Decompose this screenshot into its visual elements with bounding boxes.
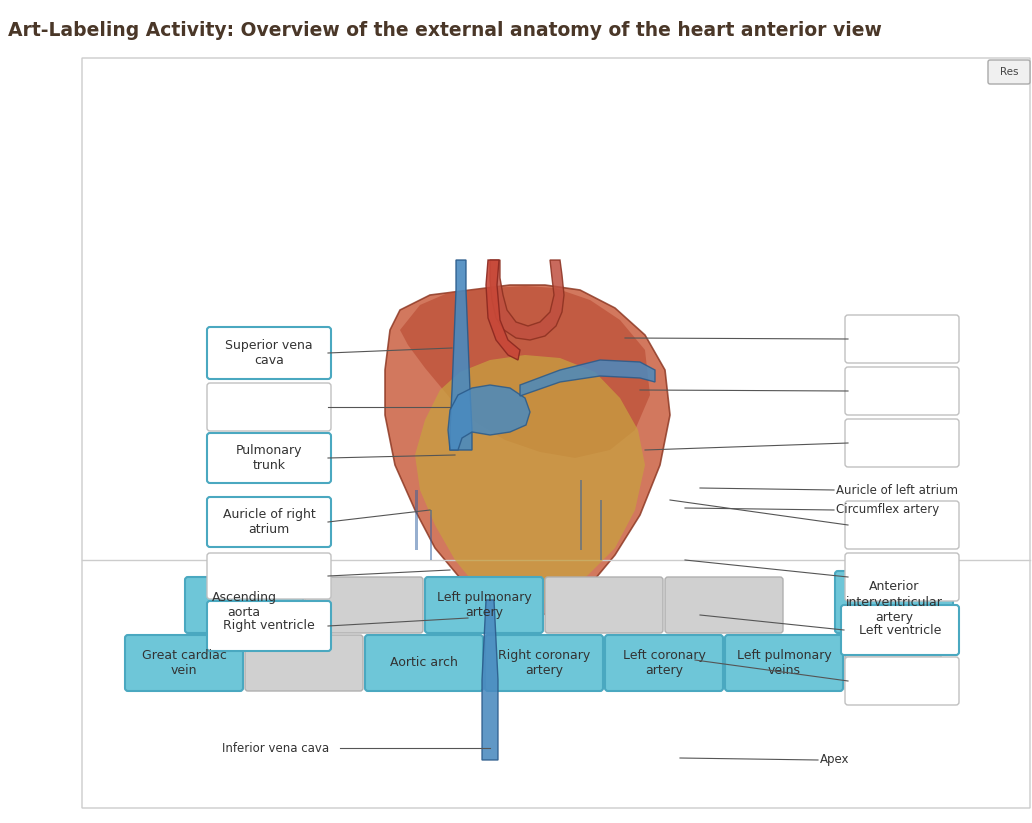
FancyBboxPatch shape [207,383,331,431]
Text: Anterior
interventricular
artery: Anterior interventricular artery [845,580,942,624]
Polygon shape [448,385,530,450]
FancyBboxPatch shape [125,635,243,691]
Text: Left coronary
artery: Left coronary artery [622,649,706,677]
FancyBboxPatch shape [207,553,331,599]
Polygon shape [486,260,520,360]
Polygon shape [430,510,432,560]
Text: Left ventricle: Left ventricle [859,624,941,636]
Text: Left pulmonary
artery: Left pulmonary artery [437,591,531,619]
FancyBboxPatch shape [207,497,331,547]
Polygon shape [490,260,565,340]
FancyBboxPatch shape [988,60,1030,84]
FancyBboxPatch shape [245,635,363,691]
Polygon shape [580,480,582,550]
FancyBboxPatch shape [207,433,331,483]
FancyBboxPatch shape [305,577,423,633]
FancyBboxPatch shape [725,635,843,691]
FancyBboxPatch shape [845,419,959,467]
FancyBboxPatch shape [841,605,959,655]
FancyBboxPatch shape [845,553,959,601]
Text: Right ventricle: Right ventricle [223,620,315,633]
Text: Circumflex artery: Circumflex artery [836,504,939,517]
Text: Auricle of left atrium: Auricle of left atrium [836,483,958,496]
Polygon shape [600,500,602,560]
FancyBboxPatch shape [845,367,959,415]
Text: Auricle of right
atrium: Auricle of right atrium [223,508,316,536]
FancyBboxPatch shape [665,577,783,633]
FancyBboxPatch shape [485,635,603,691]
Text: Right coronary
artery: Right coronary artery [497,649,590,677]
FancyBboxPatch shape [835,571,953,633]
Text: Inferior vena cava: Inferior vena cava [222,742,329,755]
FancyBboxPatch shape [365,635,483,691]
FancyBboxPatch shape [845,635,941,691]
FancyBboxPatch shape [845,501,959,549]
Polygon shape [385,285,670,618]
Polygon shape [415,355,645,610]
Text: Superior vena
cava: Superior vena cava [225,339,313,367]
FancyBboxPatch shape [185,577,303,633]
FancyBboxPatch shape [845,315,959,363]
Polygon shape [482,600,498,760]
FancyBboxPatch shape [845,657,959,705]
Text: Aortic arch: Aortic arch [390,657,458,669]
Text: Pulmonary
trunk: Pulmonary trunk [235,444,302,472]
Text: Art-Labeling Activity: Overview of the external anatomy of the heart anterior vi: Art-Labeling Activity: Overview of the e… [8,21,882,40]
Text: Great cardiac
vein: Great cardiac vein [141,649,226,677]
Polygon shape [415,490,418,550]
Text: Res: Res [1000,67,1019,77]
FancyBboxPatch shape [605,635,723,691]
FancyBboxPatch shape [82,58,1030,808]
FancyBboxPatch shape [207,601,331,651]
FancyBboxPatch shape [545,577,663,633]
Text: Apex: Apex [820,754,849,766]
FancyBboxPatch shape [207,327,331,379]
Polygon shape [450,260,472,450]
Text: Left pulmonary
veins: Left pulmonary veins [737,649,832,677]
Polygon shape [520,360,655,396]
FancyBboxPatch shape [425,577,543,633]
Polygon shape [400,286,650,458]
Text: Ascending
aorta: Ascending aorta [212,591,277,619]
